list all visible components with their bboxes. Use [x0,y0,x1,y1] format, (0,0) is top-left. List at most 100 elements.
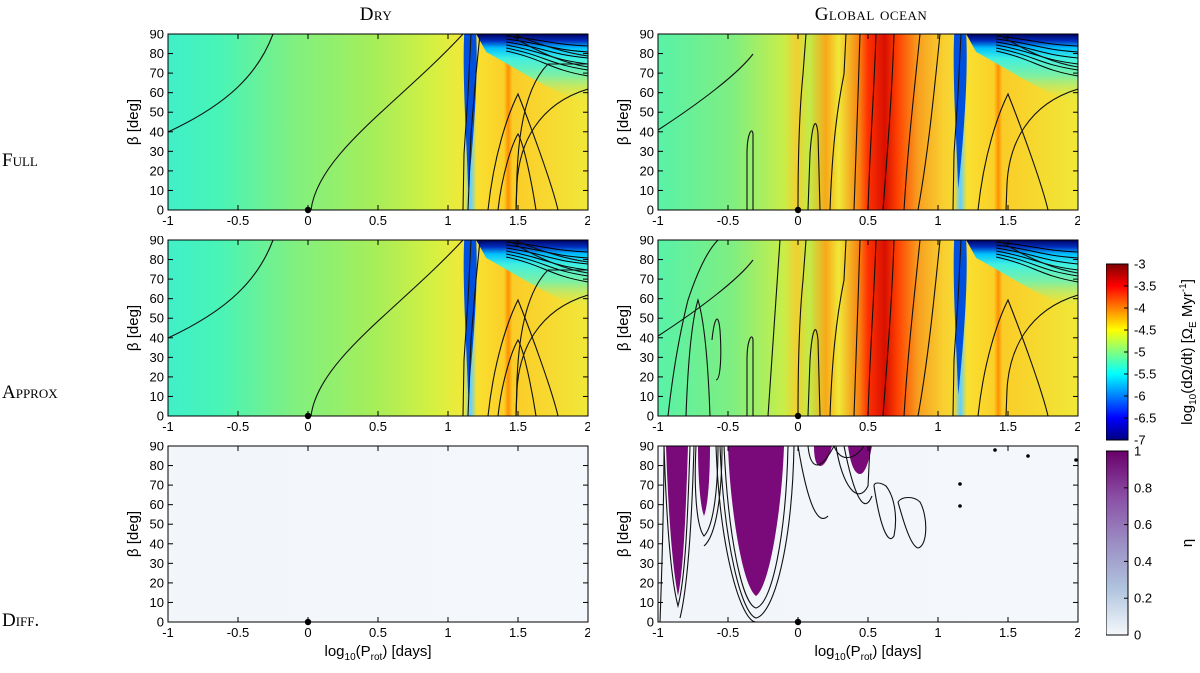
contour-line [507,240,588,274]
panel-diff-dry: -1 -0.5 0 0.5 1 1.5 2 0 10 20 30 40 50 60 70 80 90 β [deg… [125,439,592,673]
colorbar-tick-label: 1 [1134,445,1141,459]
eta-max-region [728,446,784,596]
x-tick-label: 0.5 [859,625,877,640]
contour-line [853,34,861,210]
contour-line [663,446,691,609]
colorbar-tick-label: 0.4 [1134,554,1152,569]
contour-line [723,446,789,609]
contour-line [807,446,835,466]
colorbar-tick-label: -4.5 [1134,323,1156,338]
y-tick-label: 10 [150,389,164,404]
eta-max-region [848,446,872,474]
y-tick-label: 60 [640,497,654,512]
contour-line [310,240,464,416]
y-tick-label: 0 [647,615,654,630]
y-tick-label: 70 [640,272,654,287]
contour-line [746,130,754,210]
y-tick-label: 10 [640,595,654,610]
panel-full-ocean: -1 -0.5 0 0.5 1 1.5 2 0 10 20 30 40 50 60 70 80 90 β [deg… [615,27,1082,237]
contour-line [903,240,921,416]
x-tick-label: -0.5 [717,419,739,434]
reference-marker [794,206,802,214]
y-tick-label: 70 [640,478,654,493]
x-tick-label: -0.5 [227,419,249,434]
x-tick-label: 1 [444,625,451,640]
resonance-strip [953,34,967,189]
y-tick-label: 30 [150,556,164,571]
contour-line [797,34,807,210]
colorbar-title: η [1179,539,1196,547]
y-tick-label: 0 [157,615,164,630]
x-tick-label: 0.5 [369,625,387,640]
x-tick-label: -1 [652,419,664,434]
y-tick-label: 60 [150,85,164,100]
contour-line [917,240,941,416]
y-tick-label: 60 [150,291,164,306]
contour-line [882,240,895,416]
y-tick-label: 40 [640,124,654,139]
eta-max-region [666,446,688,596]
contour-line [487,298,559,416]
eta-max-region [814,446,832,466]
panel-approx-ocean: -1 -0.5 0 0.5 1 1.5 2 0 10 20 30 40 50 60 70 80 90 β [deg… [615,233,1082,443]
contour-line [767,240,781,416]
high-obliquity-region [966,34,1078,104]
x-tick-label: -1 [652,213,664,228]
y-tick-label: 20 [640,369,654,384]
x-tick-label: 1 [444,419,451,434]
y-tick-label: 30 [150,144,164,159]
colorbar-tick-label: 0.2 [1134,591,1152,606]
x-tick-label: 0 [794,213,801,228]
high-obliquity-region [476,34,588,104]
y-tick-label: 80 [640,46,654,61]
contour-line [462,240,472,416]
colorbar-tick-label: -6 [1134,389,1146,404]
contour-line [719,446,795,619]
colorbar-tick-label: -3.5 [1134,279,1156,294]
colorbar-tick-label: -6.5 [1134,411,1156,426]
contour-line [168,240,274,339]
x-tick-label: -0.5 [227,625,249,640]
contour-line [694,446,719,537]
x-tick-label: 1.5 [999,213,1017,228]
y-axis-label: β [deg] [616,305,632,351]
contour-line [512,34,588,57]
y-tick-label: 0 [157,409,164,424]
heatmap-field [168,446,588,622]
column-title-global-ocean: Global ocean [814,4,928,25]
contour-line [867,34,877,210]
contour-line [515,63,588,210]
contour-line [310,34,464,210]
y-tick-label: 70 [150,66,164,81]
contour-dot [993,448,997,452]
x-tick-label: 1 [934,213,941,228]
x-tick-label: 1.5 [509,625,527,640]
y-axis-label: β [deg] [616,511,632,557]
contour-line [507,34,588,68]
y-tick-label: 90 [640,442,654,454]
y-tick-label: 10 [150,183,164,198]
contour-line [487,92,559,210]
panel-approx-dry: -1 -0.5 0 0.5 1 1.5 2 0 10 20 30 40 50 60 70 80 90 β [deg… [125,233,592,443]
x-tick-label: -1 [162,625,174,640]
y-tick-label: 10 [150,595,164,610]
y-tick-label: 60 [150,497,164,512]
y-tick-label: 50 [150,105,164,120]
y-tick-label: 30 [640,144,654,159]
y-tick-label: 40 [640,330,654,345]
contour-dot [1074,458,1078,462]
contour-line [659,446,665,622]
contour-line [658,259,754,337]
high-obliquity-region [476,240,588,310]
contour-line [512,240,588,263]
x-tick-label: 0 [304,213,311,228]
contour-line [462,34,472,210]
x-tick-label: 1.5 [999,419,1017,434]
contour-line [658,53,754,131]
y-tick-label: 10 [640,183,654,198]
high-obliquity-region [966,240,1078,310]
contour-line [835,446,871,495]
x-tick-label: 2 [1074,419,1080,434]
